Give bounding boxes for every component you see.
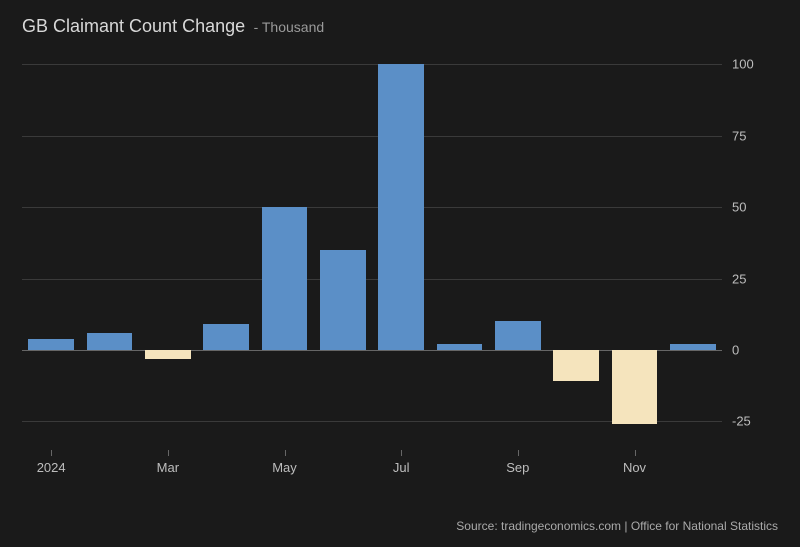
bar [203, 324, 249, 350]
bar [495, 321, 541, 350]
gridline [22, 279, 722, 280]
bar [670, 344, 716, 350]
bar [28, 339, 74, 350]
bar [378, 64, 424, 350]
bar [262, 207, 308, 350]
x-axis-tick-mark [168, 450, 169, 456]
bar [87, 333, 133, 350]
gridline [22, 64, 722, 65]
gridline [22, 136, 722, 137]
y-axis-tick-label: 25 [732, 271, 746, 286]
x-axis-tick-label: Jul [393, 460, 410, 475]
bar [320, 250, 366, 350]
x-axis-tick-label: Sep [506, 460, 529, 475]
chart-title: GB Claimant Count Change [22, 16, 245, 36]
x-axis-tick-label: Mar [157, 460, 179, 475]
bar [612, 350, 658, 424]
y-axis-tick-label: 50 [732, 200, 746, 215]
bar [553, 350, 599, 381]
x-axis-tick-label: May [272, 460, 297, 475]
bar [437, 344, 483, 350]
y-axis-tick-label: 100 [732, 57, 754, 72]
x-axis-tick-mark [518, 450, 519, 456]
x-axis-tick-mark [285, 450, 286, 456]
x-axis-tick-label: 2024 [37, 460, 66, 475]
source-attribution: Source: tradingeconomics.com | Office fo… [456, 519, 778, 533]
x-axis-tick-mark [51, 450, 52, 456]
gridline [22, 207, 722, 208]
y-axis-tick-label: 75 [732, 128, 746, 143]
x-axis-tick-mark [635, 450, 636, 456]
bar [145, 350, 191, 359]
y-axis-tick-label: -25 [732, 414, 751, 429]
x-axis-tick-mark [401, 450, 402, 456]
chart-area: -25 0 25 50 75 100 2024 Mar May Jul Sep Nov [22, 50, 762, 480]
chart-title-area: GB Claimant Count Change - Thousand [22, 16, 324, 37]
x-axis-tick-label: Nov [623, 460, 646, 475]
plot-region [22, 50, 722, 450]
chart-title-unit: - Thousand [254, 19, 325, 35]
y-axis-tick-label: 0 [732, 343, 739, 358]
